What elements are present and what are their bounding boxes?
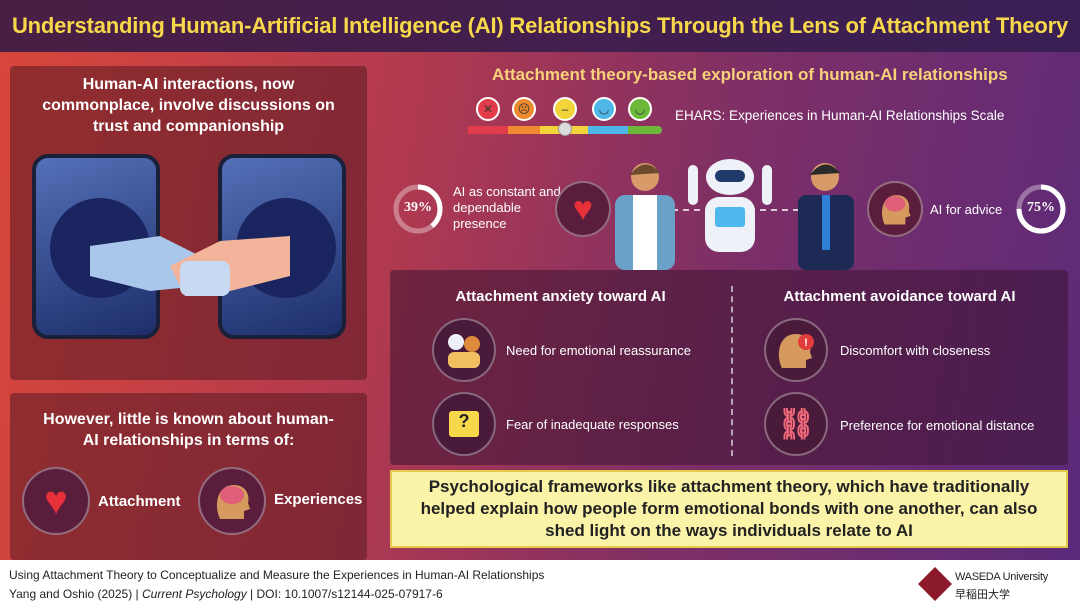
avoidance-item-1: Discomfort with closeness xyxy=(840,343,991,358)
people-robot-illustration xyxy=(615,159,854,270)
stat-left-percent: 39% xyxy=(404,200,432,215)
ehars-label: EHARS: Experiences in Human-AI Relations… xyxy=(675,108,1005,123)
section-subtitle: Attachment theory-based exploration of h… xyxy=(492,65,1008,84)
anxiety-item-1: Need for emotional reassurance xyxy=(506,343,691,358)
scale-segment xyxy=(628,126,662,134)
handshake-icon xyxy=(90,236,290,296)
page-title: Understanding Human-Artificial Intellige… xyxy=(11,13,1069,38)
gap-panel: However, little is known about human-AI … xyxy=(10,393,367,560)
doi: DOI: 10.1007/s12144-025-07917-6 xyxy=(256,587,443,601)
authors: Yang and Oshio (2025) xyxy=(9,587,133,601)
waseda-logo-icon xyxy=(918,567,952,601)
scale-segment xyxy=(508,126,540,134)
footer: Using Attachment Theory to Conceptualize… xyxy=(0,560,1080,608)
stat-right-label: AI for advice xyxy=(930,202,1003,217)
gap-text: However, little is known about human-AI … xyxy=(43,411,334,449)
heart-icon: ♥ xyxy=(555,181,611,237)
angry-face-icon: ✕ xyxy=(476,97,500,121)
conclusion-box: Psychological frameworks like attachment… xyxy=(390,470,1068,548)
robot-hug-icon xyxy=(432,318,496,382)
intro-panel: Human-AI interactions, now commonplace, … xyxy=(10,66,367,380)
scale-segment xyxy=(588,126,628,134)
dimensions-panel: Attachment anxiety toward AI Need for em… xyxy=(390,270,1068,465)
conclusion-text: Psychological frameworks like attachment… xyxy=(420,477,1038,540)
logo-text-jp: 早稲田大学 xyxy=(955,589,1010,601)
donut-39 xyxy=(393,184,443,234)
donut-75 xyxy=(1016,184,1066,234)
citation: Yang and Oshio (2025) | Current Psycholo… xyxy=(9,587,443,601)
stat-left-label: AI as constant and dependable presence xyxy=(453,184,561,231)
head-alert-icon: ! xyxy=(764,318,828,382)
experiences-label: Experiences xyxy=(274,491,363,508)
anxiety-item-2: Fear of inadequate responses xyxy=(506,417,679,432)
attachment-label: Attachment xyxy=(98,493,181,510)
sad-face-icon: ☹ xyxy=(512,97,536,121)
svg-text:!: ! xyxy=(804,337,808,349)
broken-link-icon: ⛓ xyxy=(764,392,828,456)
journal: Current Psychology xyxy=(142,587,247,601)
neutral-face-icon: – xyxy=(553,97,577,121)
grin-face-icon: ◡ xyxy=(628,97,652,121)
logo-text-en: WASEDA University xyxy=(955,571,1048,583)
heart-icon: ♥ xyxy=(22,467,90,535)
brain-head-icon xyxy=(198,467,266,535)
scale-segment xyxy=(468,126,508,134)
brain-head-icon xyxy=(867,181,923,237)
happy-face-icon: ◡ xyxy=(592,97,616,121)
infographic: Understanding Human-Artificial Intellige… xyxy=(0,0,1080,560)
intro-text: Human-AI interactions, now commonplace, … xyxy=(42,76,335,135)
question-mark-icon: ? xyxy=(432,392,496,456)
paper-title: Using Attachment Theory to Conceptualize… xyxy=(9,568,545,582)
avoidance-heading: Attachment avoidance toward AI xyxy=(783,288,1016,305)
avoidance-item-2: Preference for emotional distance xyxy=(840,418,1035,433)
stat-right-percent: 75% xyxy=(1027,200,1055,215)
divider xyxy=(731,286,733,456)
anxiety-heading: Attachment anxiety toward AI xyxy=(455,288,666,305)
scale-slider-handle xyxy=(558,122,572,136)
title-bar: Understanding Human-Artificial Intellige… xyxy=(0,0,1080,52)
